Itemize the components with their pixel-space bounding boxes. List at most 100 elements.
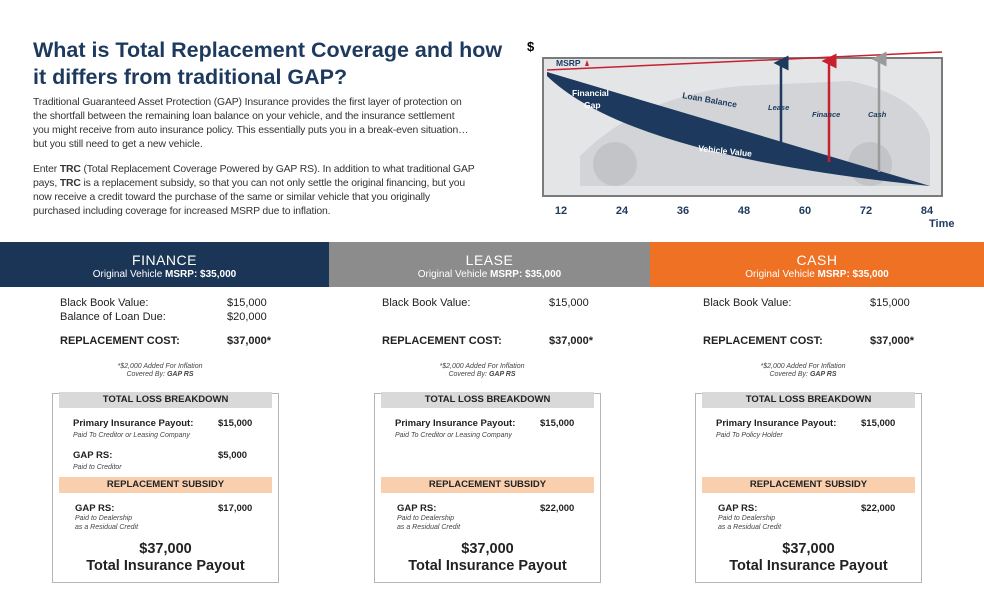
text-run: GAP RS bbox=[488, 371, 516, 378]
item-note: Paid to Dealership bbox=[718, 515, 776, 522]
financial-gap-area bbox=[547, 72, 930, 186]
text-run: now receive a credit toward the purchase… bbox=[33, 192, 430, 203]
column-subtitle: Original Vehicle MSRP: $35,000 bbox=[0, 269, 329, 280]
paragraph-line: Traditional Guaranteed Asset Protection … bbox=[33, 97, 462, 108]
column-header bbox=[0, 242, 329, 287]
text-run: is a replacement subsidy, so that you ca… bbox=[80, 178, 466, 189]
footnote: Covered By: GAP RS bbox=[422, 371, 542, 378]
item-note: Paid to Creditor bbox=[73, 464, 122, 471]
total-amount: $37,000 bbox=[139, 541, 192, 557]
text-run: Original Vehicle bbox=[417, 269, 488, 280]
gap-label: Financial bbox=[572, 88, 609, 98]
item-note: Paid to Dealership bbox=[397, 515, 455, 522]
text-run: MSRP: $35,000 bbox=[490, 269, 562, 280]
item-value: $15,000 bbox=[861, 418, 896, 429]
row-label: Black Book Value: bbox=[60, 297, 149, 309]
paragraph-line: pays, TRC is a replacement subsidy, so t… bbox=[33, 178, 465, 189]
item-note: as a Residual Credit bbox=[718, 524, 782, 531]
column-header bbox=[329, 242, 650, 287]
replacement-cost-value: $37,000* bbox=[227, 335, 272, 347]
paragraph-line: the shortfall between the remaining loan… bbox=[33, 111, 455, 122]
breakdown-title: TOTAL LOSS BREAKDOWN bbox=[702, 392, 915, 408]
row-label: Black Book Value: bbox=[382, 297, 471, 309]
item-label: GAP RS: bbox=[73, 450, 113, 461]
title-line: it differs from traditional GAP? bbox=[33, 65, 348, 89]
replacement-cost-label: REPLACEMENT COST: bbox=[382, 335, 502, 347]
breakdown-title: TOTAL LOSS BREAKDOWN bbox=[381, 392, 594, 408]
diagram: $ MSRP Financial Gap Loan Balance Vehicl… bbox=[527, 39, 954, 230]
text-run: TRC bbox=[59, 164, 81, 175]
column-title: LEASE bbox=[465, 252, 514, 268]
item-value: $22,000 bbox=[861, 503, 896, 514]
column-subtitle: Original Vehicle MSRP: $35,000 bbox=[650, 269, 984, 280]
text-run: Covered By: bbox=[126, 371, 165, 378]
total-amount: $37,000 bbox=[782, 541, 835, 557]
total-label: Total Insurance Payout bbox=[86, 558, 245, 574]
breakdown-title: TOTAL LOSS BREAKDOWN bbox=[59, 392, 272, 408]
x-tick-label: 36 bbox=[677, 205, 689, 217]
y-label: $ bbox=[527, 39, 535, 54]
text-run: Enter bbox=[33, 164, 60, 175]
subsidy-title: REPLACEMENT SUBSIDY bbox=[702, 477, 915, 493]
row-value: $15,000 bbox=[870, 297, 910, 309]
car-wheel bbox=[593, 142, 637, 186]
text-run: Covered By: bbox=[448, 371, 487, 378]
paragraph-line: Enter TRC (Total Replacement Coverage Po… bbox=[33, 164, 475, 175]
replacement-cost-value: $37,000* bbox=[549, 335, 594, 347]
item-note: Paid To Policy Holder bbox=[716, 432, 783, 439]
x-ticks: 12 24 36 48 60 72 84 bbox=[555, 205, 934, 217]
text-run: (Total Replacement Coverage Powered by G… bbox=[80, 164, 475, 175]
column-subtitle: Original Vehicle MSRP: $35,000 bbox=[329, 269, 650, 280]
car-silhouette bbox=[580, 81, 930, 186]
subsidy-title: REPLACEMENT SUBSIDY bbox=[381, 477, 594, 493]
footnote: Covered By: GAP RS bbox=[100, 371, 220, 378]
row-label: Balance of Loan Due: bbox=[60, 311, 166, 323]
row-label: Black Book Value: bbox=[703, 297, 792, 309]
x-tick-label: 12 bbox=[555, 205, 567, 217]
msrp-label: MSRP bbox=[556, 58, 581, 68]
text-run: MSRP: $35,000 bbox=[165, 269, 237, 280]
paragraph-line: now receive a credit toward the purchase… bbox=[33, 192, 430, 203]
x-tick-label: 84 bbox=[921, 205, 934, 217]
replacement-cost-value: $37,000* bbox=[870, 335, 915, 347]
subsidy-title: REPLACEMENT SUBSIDY bbox=[59, 477, 272, 493]
x-tick-label: 72 bbox=[860, 205, 872, 217]
text-run: GAP RS bbox=[809, 371, 837, 378]
title-line: What is Total Replacement Coverage and h… bbox=[33, 38, 503, 62]
footnote: *$2,000 Added For Inflation bbox=[439, 363, 525, 370]
text-run: TRC bbox=[59, 178, 81, 189]
paragraph-line: you might receive from auto insurance po… bbox=[33, 125, 469, 136]
text-run: MSRP: $35,000 bbox=[817, 269, 889, 280]
row-value: $15,000 bbox=[549, 297, 589, 309]
replacement-cost-label: REPLACEMENT COST: bbox=[60, 335, 180, 347]
item-note: Paid to Dealership bbox=[75, 515, 133, 522]
total-label: Total Insurance Payout bbox=[408, 558, 567, 574]
x-tick-label: 48 bbox=[738, 205, 750, 217]
paragraph-line: but you still need to get a new vehicle. bbox=[33, 139, 203, 150]
item-value: $17,000 bbox=[218, 503, 253, 514]
item-note: as a Residual Credit bbox=[397, 524, 461, 531]
total-amount: $37,000 bbox=[461, 541, 514, 557]
x-label: Time bbox=[929, 218, 954, 230]
x-tick-label: 60 bbox=[799, 205, 811, 217]
text-run: purchased including coverage for increas… bbox=[33, 206, 331, 217]
footnote: *$2,000 Added For Inflation bbox=[117, 363, 203, 370]
item-label: GAP RS: bbox=[75, 503, 115, 514]
footnote: *$2,000 Added For Inflation bbox=[760, 363, 846, 370]
column-header bbox=[650, 242, 984, 287]
item-value: $15,000 bbox=[540, 418, 575, 429]
item-label: Primary Insurance Payout: bbox=[716, 418, 837, 429]
item-note: Paid To Creditor or Leasing Company bbox=[73, 432, 190, 439]
gap-label: Gap bbox=[584, 100, 601, 110]
text-run: Covered By: bbox=[769, 371, 808, 378]
total-label: Total Insurance Payout bbox=[729, 558, 888, 574]
replacement-cost-label: REPLACEMENT COST: bbox=[703, 335, 823, 347]
paragraph-line: purchased including coverage for increas… bbox=[33, 206, 330, 217]
item-label: Primary Insurance Payout: bbox=[395, 418, 516, 429]
item-value: $15,000 bbox=[218, 418, 253, 429]
item-label: Primary Insurance Payout: bbox=[73, 418, 194, 429]
item-note: as a Residual Credit bbox=[75, 524, 139, 531]
text-run: Original Vehicle bbox=[92, 269, 163, 280]
finance-label: Finance bbox=[812, 110, 840, 119]
